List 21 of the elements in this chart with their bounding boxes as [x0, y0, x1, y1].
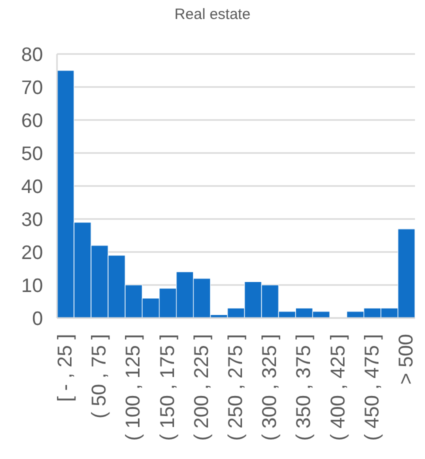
x-tick-label: ( 350 , 375 ] — [293, 334, 316, 441]
y-tick-label: 0 — [32, 308, 44, 330]
y-tick-label: 10 — [21, 274, 44, 297]
y-tick-label: 50 — [21, 142, 44, 165]
x-tick-label: ( 200 , 225 ] — [190, 334, 213, 441]
y-tick-label: 60 — [21, 110, 44, 132]
x-tick-label: ( 50 , 75 ] — [88, 334, 111, 418]
x-tick-label: ( 400 , 425 ] — [327, 334, 350, 441]
x-tick-label: ( 450 , 475 ] — [361, 334, 384, 441]
y-tick-label: 80 — [21, 44, 44, 66]
chart-title: Real estate — [174, 6, 252, 23]
x-tick-label: ( 100 , 125 ] — [122, 334, 145, 441]
x-tick-label: ( 250 , 275 ] — [225, 334, 247, 441]
y-tick-label: 70 — [21, 76, 44, 99]
x-tick-label: [ - , 25 ] — [54, 334, 77, 402]
x-tick-label: ( 150 , 175 ] — [156, 334, 179, 441]
y-tick-label: 30 — [21, 208, 44, 231]
x-tick-label: ( 300 , 325 ] — [259, 334, 282, 441]
y-tick-label: 20 — [21, 242, 44, 264]
y-tick-label: 40 — [21, 176, 44, 198]
x-tick-label: > 500 — [395, 334, 418, 385]
